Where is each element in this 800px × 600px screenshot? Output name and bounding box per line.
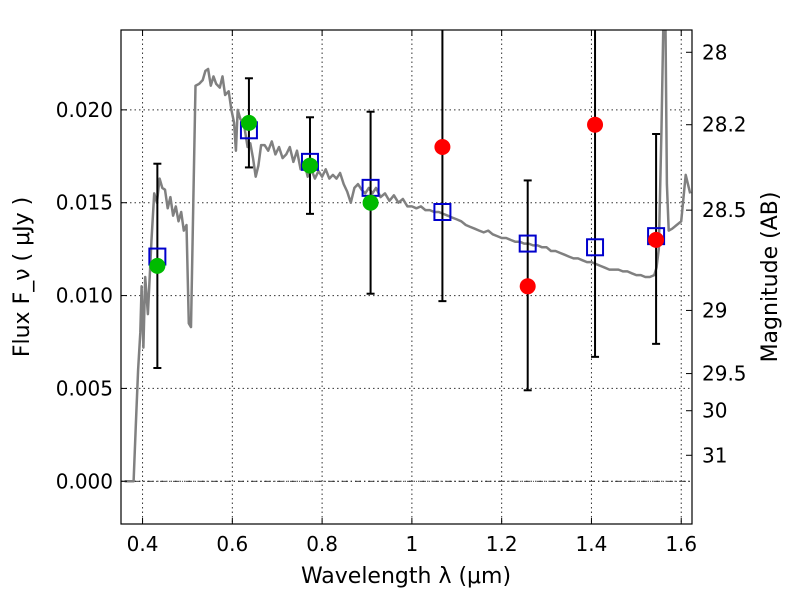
x-tick-label: 1 <box>406 532 419 556</box>
plot-area <box>121 30 692 483</box>
y2-tick-label: 28 <box>702 40 727 64</box>
x-tick-label: 0.6 <box>216 532 248 556</box>
observed-point-green <box>301 157 318 174</box>
observed-point-green <box>362 194 379 211</box>
y2-tick-label: 30 <box>702 399 727 423</box>
y-tick-label: 0.020 <box>56 98 113 122</box>
observed-point-red <box>519 278 536 295</box>
x-tick-label: 0.8 <box>306 532 338 556</box>
observed-point-red <box>434 139 451 155</box>
y-tick-label: 0.010 <box>56 284 113 308</box>
x-tick-label: 0.4 <box>127 532 159 556</box>
x-tick-label: 1.4 <box>576 532 608 556</box>
observed-point-green <box>149 257 166 274</box>
observed-point-red <box>587 116 604 133</box>
model-box-marker <box>586 238 605 257</box>
x-tick-label: 1.2 <box>486 532 518 556</box>
plot-frame <box>120 29 693 525</box>
y2-axis-label: Magnitude (AB) <box>758 192 783 363</box>
observed-point-layer <box>149 114 665 295</box>
ticks: 0.4 0.6 0.8 1 1.2 1.4 1.6 0.000 0.005 0.010 0.015 0… <box>56 30 747 556</box>
y-tick-label: 0.000 <box>56 469 113 493</box>
x-axis-label: Wavelength λ (μm) <box>301 564 511 589</box>
y-tick-label: 0.015 <box>56 191 113 215</box>
model-box-marker <box>518 234 537 253</box>
y2-tick-label: 28.5 <box>702 198 747 222</box>
observed-point-red <box>648 231 665 248</box>
y2-tick-label: 28.2 <box>702 113 747 137</box>
y2-tick-label: 29.5 <box>702 362 747 386</box>
x-tick-label: 1.6 <box>665 532 697 556</box>
y-axis-label: Flux F_ν ( μJy ) <box>10 197 35 357</box>
y2-tick-label: 29 <box>702 298 727 322</box>
y2-tick-label: 31 <box>702 443 727 467</box>
y-tick-label: 0.005 <box>56 376 113 400</box>
observed-point-green <box>240 114 257 131</box>
model-box-marker <box>433 203 452 221</box>
